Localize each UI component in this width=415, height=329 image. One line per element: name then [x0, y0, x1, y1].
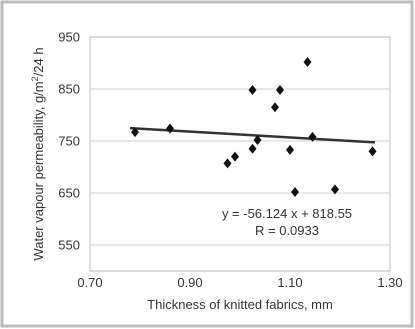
y-tick-label: 850	[58, 82, 80, 97]
data-point	[331, 184, 339, 195]
plot-area	[89, 36, 391, 272]
data-points	[131, 56, 377, 197]
x-tick-labels: 0.70 0.90 1.10 1.30	[77, 275, 402, 290]
data-point	[271, 102, 279, 113]
data-point	[248, 85, 257, 96]
x-tick-label: 0.70	[77, 275, 102, 290]
data-point	[253, 134, 262, 145]
data-point	[276, 85, 284, 96]
y-tick-label: 950	[58, 30, 80, 45]
data-point	[286, 144, 294, 155]
data-point	[248, 143, 257, 154]
x-tick-label: 0.90	[177, 275, 202, 290]
data-point	[303, 56, 312, 67]
data-point	[368, 146, 377, 157]
gridlines	[90, 88, 390, 246]
y-axis-label: Water vapour permeability, g/m2/24 h	[30, 47, 46, 260]
data-point	[166, 123, 174, 134]
trendline-equation: y = -56.124 x + 818.55	[222, 206, 352, 221]
y-tick-label: 750	[58, 134, 80, 149]
x-tick-label: 1.10	[277, 275, 302, 290]
x-axis-label: Thickness of knitted fabrics, mm	[147, 297, 333, 312]
data-point	[308, 131, 317, 142]
correlation-value: R = 0.0933	[255, 223, 319, 238]
x-tick-label: 1.30	[377, 275, 402, 290]
y-tick-label: 550	[58, 238, 80, 253]
data-point	[223, 158, 232, 169]
y-tick-label: 650	[58, 186, 80, 201]
y-tick-labels: 550 650 750 850 950	[58, 30, 80, 253]
y-axis-label-main: Water vapour permeability, g/m	[31, 81, 46, 260]
y-axis-label-superscript: 2	[30, 76, 40, 81]
data-point	[131, 127, 139, 138]
y-axis-label-tail: /24 h	[31, 47, 46, 76]
data-point	[291, 186, 299, 197]
data-point	[231, 151, 239, 162]
